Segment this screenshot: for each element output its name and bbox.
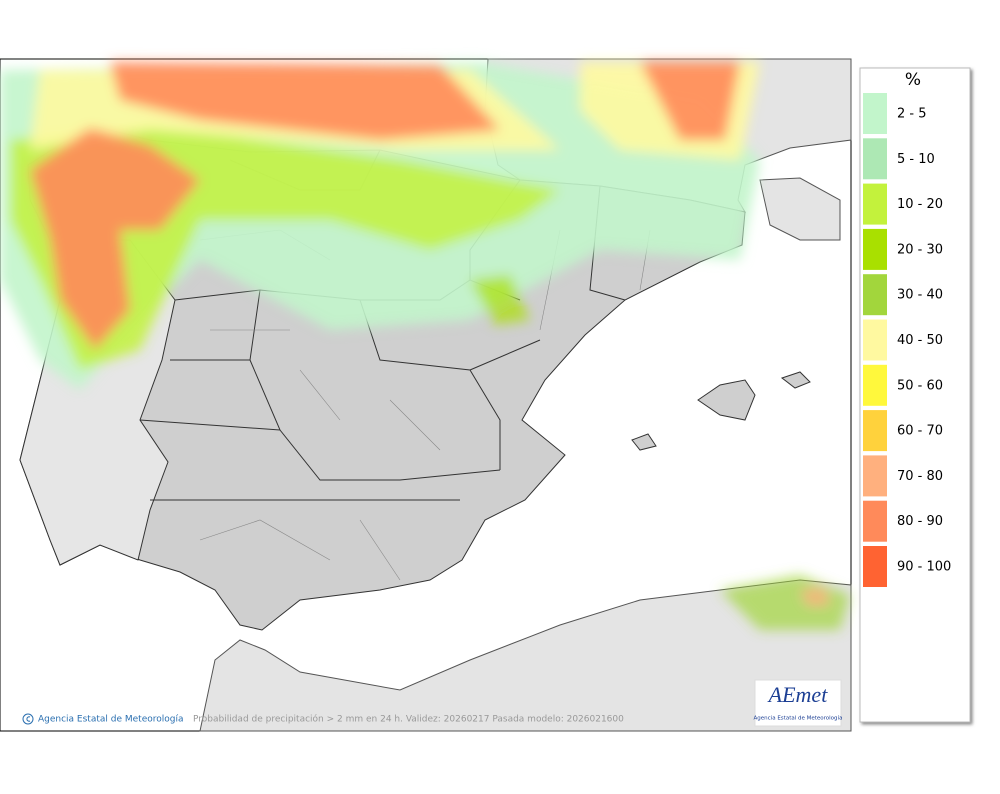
ibiza (631, 433, 657, 451)
legend-swatch (863, 319, 887, 361)
mallorca (697, 379, 756, 421)
legend-label: 80 - 90 (897, 514, 943, 529)
legend-swatch (863, 546, 887, 587)
legend-label: 60 - 70 (897, 424, 943, 439)
legend-label: 5 - 10 (897, 152, 935, 167)
legend-label: 30 - 40 (897, 288, 943, 303)
menorca (780, 371, 811, 389)
copyright-icon (22, 713, 34, 725)
logo-subtitle: Agencia Estatal de Meteorología (754, 715, 843, 722)
agency-text: Agencia Estatal de Meteorología (38, 715, 184, 725)
legend-label: 50 - 60 (897, 378, 943, 393)
legend-swatch (863, 364, 887, 406)
map (0, 58, 852, 732)
africa (199, 579, 852, 732)
legend-label: 40 - 50 (897, 333, 943, 348)
legend-label: 10 - 20 (897, 197, 943, 212)
caption-text: Probabilidad de precipitación > 2 mm en … (193, 714, 624, 725)
legend-label: 70 - 80 (897, 469, 943, 484)
legend-swatch (863, 93, 887, 134)
legend-label: 2 - 5 (897, 107, 927, 122)
legend-title: % (905, 70, 921, 90)
legend-label: 20 - 30 (897, 242, 943, 257)
legend-swatch (863, 500, 887, 542)
legend-swatch (863, 274, 887, 316)
legend-swatch (863, 455, 887, 497)
copyright-icon-c (26, 716, 31, 722)
logo-name: AEmet (767, 682, 829, 707)
legend-swatch (863, 410, 887, 452)
prob-area-mid2 (470, 275, 530, 325)
legend-swatch (863, 138, 887, 180)
legend-swatch (863, 228, 887, 270)
logo-box (754, 679, 842, 727)
map-footer: Agencia Estatal de Meteorología Probabil… (22, 713, 624, 725)
corsica-sardinia (759, 177, 841, 241)
legend-swatch (863, 183, 887, 225)
legend: % 2 - 5 5 - 10 10 - 20 20 - 30 30 - 40 40 - 5… (859, 67, 971, 723)
logo: AEmet Agencia Estatal de Meteorología (754, 679, 843, 727)
prob-area-south-peak (800, 588, 830, 606)
precipitation-field (0, 62, 850, 630)
prob-area-orange (30, 62, 740, 350)
legend-label: 90 - 100 (897, 560, 951, 575)
